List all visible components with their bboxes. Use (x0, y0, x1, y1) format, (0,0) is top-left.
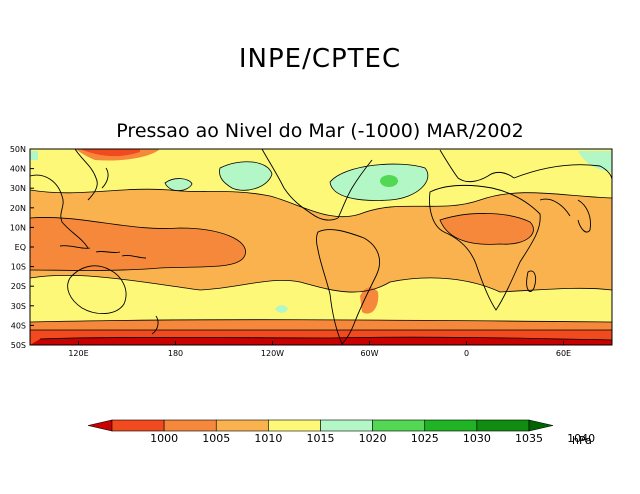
field-1025-azores (380, 175, 398, 187)
lat-label: 30N (10, 184, 26, 193)
lat-label: 30S (11, 302, 26, 311)
lon-label: 0 (464, 349, 469, 358)
latitude-axis: 50N 40N 30N 20N 10N EQ 10S 20S 30S 40S 50S (10, 145, 34, 350)
organization-title: INPE/CPTEC (238, 44, 402, 74)
colorbar-unit: hPa (572, 434, 592, 447)
lat-label: 10N (10, 223, 26, 232)
lat-label: 10S (11, 263, 26, 272)
colorbar-level-label: 1005 (202, 432, 230, 445)
pressure-field (30, 149, 612, 345)
contour-lines (30, 161, 612, 341)
field-1005-africa (440, 213, 534, 245)
field-1015-north (30, 149, 612, 217)
lon-label: 60E (556, 349, 571, 358)
field-1015-south (30, 275, 612, 330)
lat-label: 50S (11, 341, 26, 350)
lon-label: 120W (261, 349, 284, 358)
coastlines (30, 149, 612, 345)
colorbar-low-triangle (87, 419, 113, 432)
colorbar-level-label: 1010 (254, 432, 282, 445)
colorbar-box (163, 419, 217, 432)
lon-label: 60W (360, 349, 378, 358)
colorbar-box (215, 419, 269, 432)
longitude-axis: 120E 180 120W 60W 0 60E (68, 341, 571, 358)
colorbar-level-label: 1030 (463, 432, 491, 445)
colorbar: 1000 1005 1010 1015 1020 1025 1030 1035 1040 (87, 419, 595, 445)
colorbar-level-label: 1000 (150, 432, 178, 445)
colorbar-level-label: 1040 (567, 432, 595, 445)
lat-label: EQ (15, 243, 26, 252)
colorbar-level-label: 1020 (359, 432, 387, 445)
colorbar-box (320, 419, 373, 432)
lat-label: 40N (10, 165, 26, 174)
lat-label: 50N (10, 145, 26, 154)
field-1005-southamerica (360, 287, 379, 314)
field-1020-southpacific (275, 305, 288, 313)
field-1020-pacific (219, 161, 272, 191)
lat-label: 20S (11, 282, 26, 291)
colorbar-box (424, 419, 478, 432)
colorbar-box (372, 419, 426, 432)
colorbar-level-label: 1035 (515, 432, 543, 445)
lon-label: 180 (168, 349, 183, 358)
field-1000-north (80, 149, 140, 157)
colorbar-box (476, 419, 530, 432)
colorbar-level-label: 1025 (411, 432, 439, 445)
colorbar-level-label: 1015 (307, 432, 335, 445)
field-1020-siberia (578, 151, 612, 172)
map-title: Pressao ao Nivel do Mar (-1000) MAR/2002 (116, 120, 524, 142)
field-1020-azores (330, 164, 428, 201)
colorbar-box (268, 419, 321, 432)
lat-label: 40S (11, 321, 26, 330)
colorbar-high-triangle (528, 419, 554, 432)
colorbar-box (111, 419, 165, 432)
lon-label: 120E (68, 349, 88, 358)
field-1005-southern (30, 319, 612, 330)
field-1005-indopacific (30, 217, 246, 271)
lat-label: 20N (10, 204, 26, 213)
field-1020-asia (165, 178, 192, 191)
field-1020-west (30, 151, 38, 160)
